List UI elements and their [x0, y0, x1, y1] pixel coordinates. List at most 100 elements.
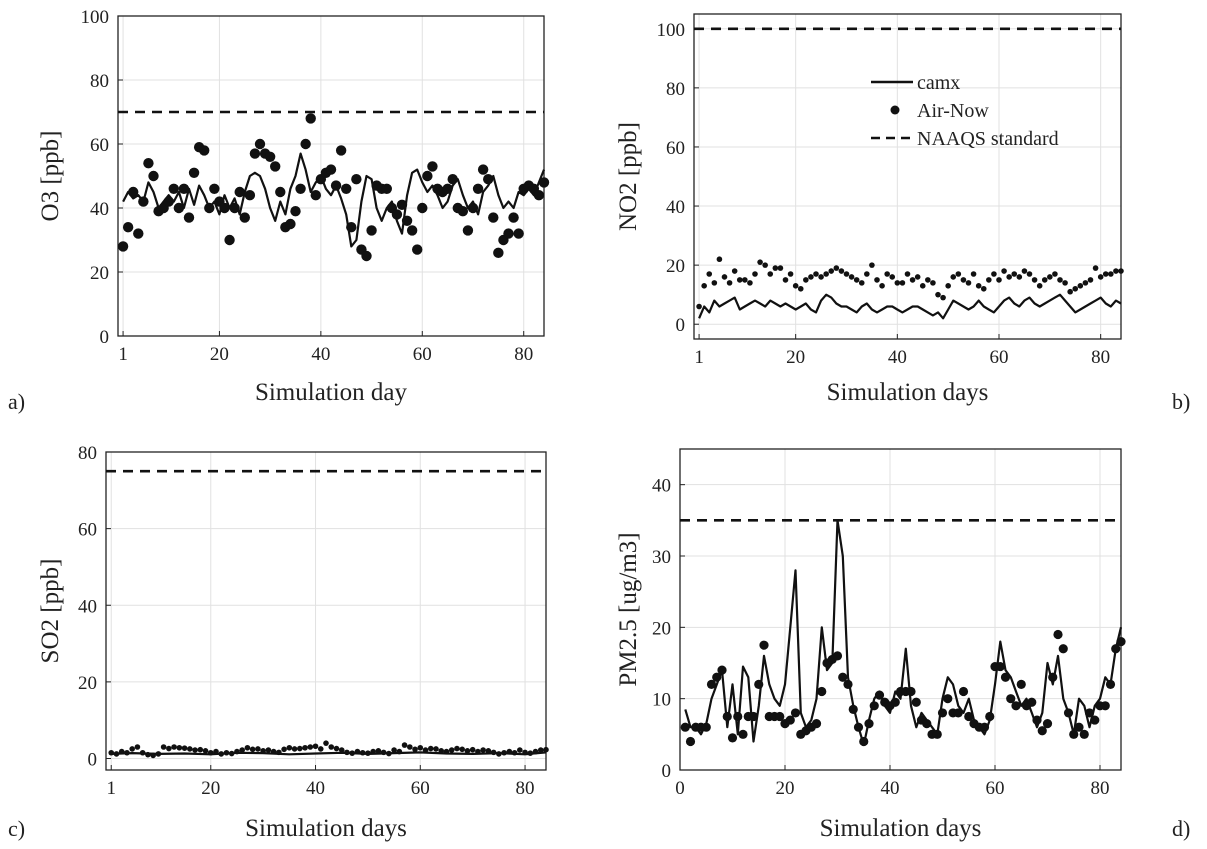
air-now-point [738, 729, 748, 739]
air-now-point [297, 745, 303, 752]
air-now-point [255, 746, 261, 752]
air-now-point [930, 280, 936, 286]
air-now-point [1058, 644, 1068, 654]
air-now-point [139, 749, 146, 756]
air-now-point [312, 743, 319, 750]
air-now-point [985, 711, 995, 722]
air-now-point [853, 722, 864, 732]
air-now-point [168, 183, 179, 194]
air-now-point [391, 747, 397, 753]
air-now-point [964, 711, 974, 722]
air-now-point [323, 740, 329, 746]
x-tick-label: 80 [1091, 347, 1110, 368]
y-tick-label: 10 [652, 690, 671, 711]
air-now-point [950, 274, 957, 280]
air-now-point [166, 745, 172, 752]
air-now-point [381, 183, 392, 194]
air-now-point [417, 202, 428, 214]
air-now-point [459, 746, 465, 753]
air-now-point [935, 291, 941, 298]
x-tick-label: 1 [694, 347, 704, 368]
air-now-point [1048, 672, 1058, 682]
air-now-point [701, 283, 707, 289]
air-now-point [467, 202, 479, 214]
x-tick-label: 80 [514, 344, 533, 365]
plot-frame [693, 13, 1122, 340]
y-tick-label: 80 [666, 79, 685, 100]
air-now-point [874, 690, 885, 700]
air-now-point [1111, 644, 1121, 654]
air-now-point [396, 748, 403, 755]
air-now-point [808, 274, 814, 280]
panel-c: 1 20 40 60 80 0 20 40 60 80 Simulation days SO2 [pp… [8, 443, 549, 842]
panel-d: 0 20 40 60 80 0 10 20 30 40 Simulation days PM2.5 [… [615, 448, 1190, 842]
air-now-point [173, 202, 185, 214]
y-axis-label: O3 [ppb] [37, 131, 64, 222]
air-now-point [344, 749, 350, 756]
air-now-point [380, 749, 387, 756]
x-tick-label: 60 [986, 778, 1005, 799]
air-now-point [270, 161, 281, 172]
air-now-point [884, 271, 890, 277]
air-now-point [922, 719, 932, 729]
air-now-point [1006, 694, 1016, 704]
air-now-point [472, 183, 484, 194]
air-now-point [943, 694, 953, 704]
air-now-point [958, 686, 969, 697]
air-now-point [843, 271, 850, 277]
air-now-point [1067, 288, 1073, 295]
y-tick-label: 80 [90, 71, 109, 92]
air-now-point [417, 744, 424, 751]
air-now-point [818, 274, 824, 280]
air-now-point [224, 234, 235, 246]
air-now-point [685, 736, 696, 747]
air-now-point [1016, 274, 1023, 280]
air-now-point [302, 744, 308, 751]
air-now-point [234, 748, 240, 755]
air-now-point [1037, 726, 1047, 736]
x-tick-label: 60 [990, 347, 1009, 368]
air-now-point [533, 190, 545, 201]
air-now-point [464, 748, 471, 754]
air-now-point [1072, 285, 1079, 292]
air-now-point [706, 679, 717, 690]
air-now-point [412, 746, 418, 753]
air-now-point [937, 708, 948, 718]
air-now-point [244, 190, 256, 201]
air-now-point [209, 183, 220, 194]
air-now-point [1047, 274, 1053, 280]
air-now-point [838, 672, 848, 682]
air-now-point [305, 113, 316, 124]
air-now-point [457, 206, 469, 217]
air-now-point [427, 161, 438, 172]
y-tick-label: 40 [666, 197, 685, 218]
air-now-point [932, 729, 942, 739]
air-now-point [848, 274, 855, 280]
air-now-point [178, 183, 190, 194]
air-now-point [911, 697, 921, 707]
air-now-point [365, 750, 371, 756]
air-now-point [899, 280, 906, 286]
y-tick-label: 80 [78, 443, 97, 464]
air-now-point [249, 148, 261, 159]
air-now-point [790, 708, 801, 718]
panel-b: 1 20 40 60 80 0 20 40 60 80 100 Simulation days NO2 … [615, 13, 1190, 414]
air-now-point [543, 746, 549, 753]
air-now-point [275, 186, 286, 198]
air-now-point [848, 704, 858, 714]
air-now-point [832, 651, 843, 661]
air-now-point [454, 745, 460, 752]
air-now-point [359, 749, 366, 756]
air-now-point [767, 271, 774, 277]
air-now-point [762, 262, 768, 268]
air-now-point [370, 748, 376, 755]
y-tick-label: 40 [90, 199, 109, 220]
air-now-point [1092, 265, 1099, 271]
x-axis-label: Simulation days [245, 815, 407, 842]
x-axis-label: Simulation days [820, 815, 982, 842]
air-now-point [192, 747, 198, 753]
air-now-point [970, 271, 977, 277]
air-now-point [890, 697, 900, 707]
air-now-point [742, 277, 748, 283]
